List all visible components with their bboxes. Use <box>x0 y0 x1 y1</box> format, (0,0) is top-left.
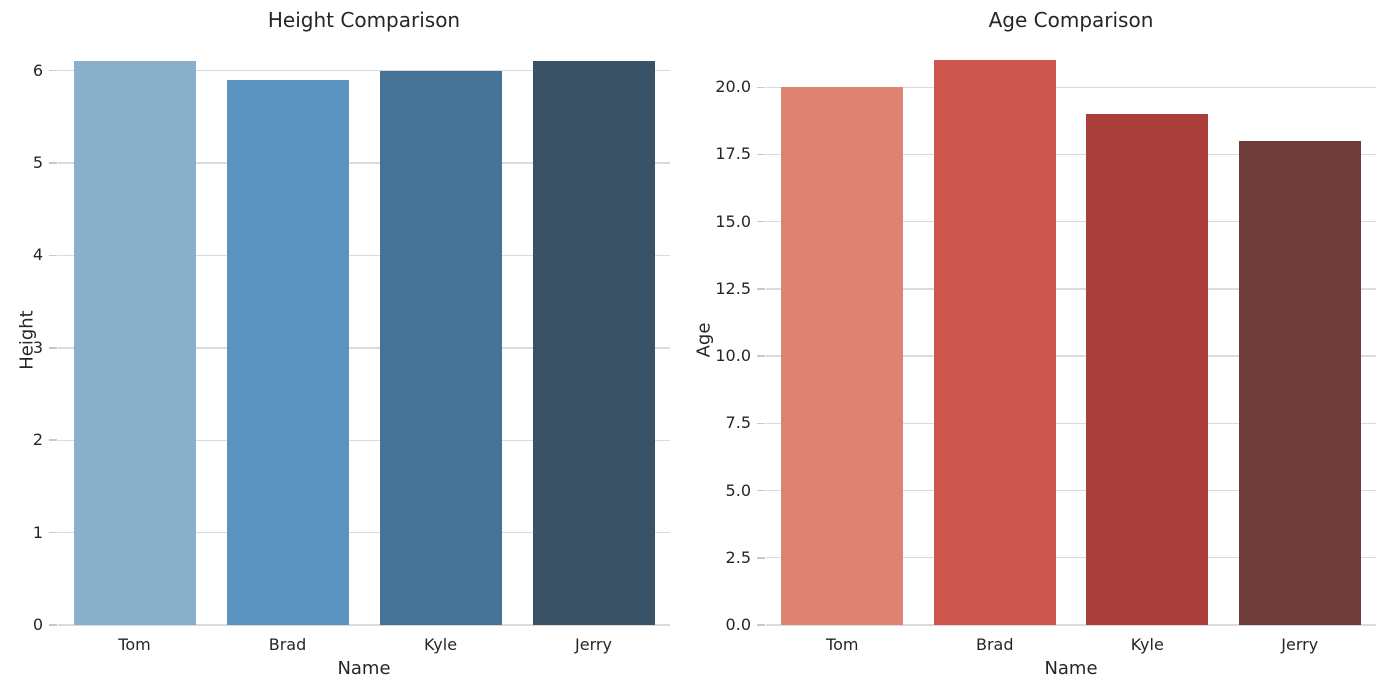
x-axis-label: Name <box>1044 658 1098 679</box>
x-tick-label: Jerry <box>575 635 612 654</box>
y-tick-label: 17.5 <box>715 144 751 164</box>
y-tick-mark <box>757 624 765 626</box>
y-tick-label: 2.5 <box>725 547 751 567</box>
chart-title: Age Comparison <box>988 8 1154 32</box>
y-tick-label: 3 <box>32 337 43 357</box>
bar-jerry <box>1238 141 1361 625</box>
y-tick-label: 2 <box>32 430 43 450</box>
bar-kyle <box>379 70 502 625</box>
gridline <box>766 624 1376 626</box>
gridline <box>58 624 670 626</box>
x-tick-label: Tom <box>118 635 151 654</box>
y-tick-label: 12.5 <box>715 278 751 298</box>
x-axis-label: Name <box>337 658 391 679</box>
bar-brad <box>933 60 1056 625</box>
gridline <box>58 70 670 72</box>
x-tick-label: Brad <box>975 635 1014 654</box>
y-tick-mark <box>757 220 765 223</box>
chart-title: Height Comparison <box>267 8 461 32</box>
y-tick-label: 15.0 <box>715 211 751 231</box>
x-tick-label: Kyle <box>1130 635 1164 654</box>
gridline <box>766 422 1376 425</box>
gridline <box>766 288 1376 290</box>
x-tick-label: Tom <box>826 635 859 654</box>
gridline <box>58 254 670 257</box>
y-tick-mark <box>757 355 765 357</box>
gridline <box>766 86 1376 88</box>
bar-brad <box>226 79 349 625</box>
y-tick-label: 0 <box>32 615 43 634</box>
gridline <box>58 439 670 441</box>
gridline <box>58 347 670 349</box>
y-tick-label: 0.0 <box>725 615 751 634</box>
y-tick-label: 5 <box>32 153 43 173</box>
bar-jerry <box>532 61 655 625</box>
gridline <box>766 153 1376 156</box>
bar-tom <box>73 61 196 625</box>
plot-area <box>58 55 670 626</box>
y-tick-mark <box>757 86 765 88</box>
y-tick-label: 7.5 <box>725 413 751 433</box>
y-tick-label: 20.0 <box>715 77 751 97</box>
height-comparison-chart: Height Comparison Height Name 0 1 2 3 4 5 6 Tom… <box>0 0 694 690</box>
gridline <box>766 489 1376 492</box>
y-tick-label: 4 <box>32 245 43 265</box>
x-tick-label: Brad <box>268 635 307 654</box>
y-tick-mark <box>757 288 765 290</box>
y-tick-label: 5.0 <box>725 480 751 500</box>
y-tick-mark <box>49 162 57 164</box>
gridline <box>766 557 1376 559</box>
age-comparison-chart: Age Comparison Age Name 0.0 2.5 5.0 7.5 10.0… <box>694 0 1389 690</box>
y-tick-mark <box>757 557 765 559</box>
gridline <box>766 220 1376 223</box>
gridline <box>766 355 1376 357</box>
y-tick-mark <box>757 153 765 156</box>
y-tick-mark <box>757 422 765 425</box>
x-tick-label: Kyle <box>423 635 458 654</box>
gridline <box>58 531 670 534</box>
y-tick-mark <box>49 624 57 626</box>
y-tick-label: 6 <box>32 60 43 80</box>
plot-area <box>766 55 1376 626</box>
y-tick-label: 10.0 <box>715 346 751 366</box>
y-tick-label: 1 <box>32 522 43 542</box>
y-tick-mark <box>757 489 765 492</box>
bar-kyle <box>1086 114 1209 625</box>
y-tick-mark <box>49 347 57 349</box>
gridline <box>58 162 670 164</box>
bar-tom <box>781 87 904 625</box>
y-tick-mark <box>49 254 57 257</box>
x-tick-label: Jerry <box>1281 635 1319 654</box>
y-tick-mark <box>49 531 57 534</box>
y-tick-mark <box>49 69 57 72</box>
y-tick-mark <box>49 439 57 441</box>
